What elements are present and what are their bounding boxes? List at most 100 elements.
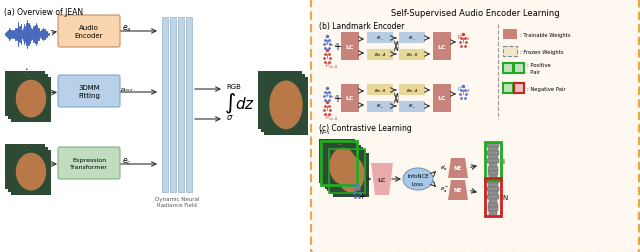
Text: $p^{f_A}_{lm,A}$: $p^{f_A}_{lm,A}$ <box>325 37 338 47</box>
Bar <box>327 147 363 191</box>
Text: 3DMM
Fitting: 3DMM Fitting <box>78 85 100 99</box>
Text: +: + <box>333 42 341 52</box>
Text: $e_{f_B}$: $e_{f_B}$ <box>376 102 384 111</box>
Bar <box>330 150 366 194</box>
Bar <box>264 78 308 136</box>
Bar <box>322 142 358 186</box>
Bar <box>488 203 499 207</box>
Bar <box>341 33 359 61</box>
Text: LC: LC <box>438 44 446 49</box>
Text: NE: NE <box>454 188 462 193</box>
Text: $p^{f_A}_{lm,B}$: $p^{f_A}_{lm,B}$ <box>325 59 339 69</box>
Text: $p^{f_A}_{lm,B}$: $p^{f_A}_{lm,B}$ <box>457 31 470 41</box>
Bar <box>162 18 168 192</box>
FancyBboxPatch shape <box>58 76 120 108</box>
Text: $e^i_a$: $e^i_a$ <box>440 162 447 173</box>
Bar <box>485 178 501 216</box>
Text: $e^-_a$: $e^-_a$ <box>440 184 449 194</box>
Text: $e_{m,B}$: $e_{m,B}$ <box>406 51 418 58</box>
Bar <box>325 145 361 189</box>
Bar <box>261 75 305 133</box>
Text: N: N <box>502 194 508 200</box>
Bar <box>367 33 393 44</box>
Bar <box>170 18 176 192</box>
Bar <box>5 72 45 116</box>
Bar <box>488 147 498 151</box>
Bar <box>489 163 497 167</box>
Text: LC: LC <box>346 96 355 101</box>
Text: (c) Contrastive Learning: (c) Contrastive Learning <box>319 123 412 133</box>
Text: I: I <box>502 158 504 164</box>
Ellipse shape <box>323 142 351 179</box>
Bar <box>489 199 497 203</box>
Bar <box>488 167 499 171</box>
Text: $e_{m,B}$: $e_{m,B}$ <box>374 87 386 94</box>
Ellipse shape <box>269 81 303 130</box>
Bar <box>485 142 501 180</box>
Bar <box>367 85 393 96</box>
Bar <box>488 183 498 187</box>
Bar <box>489 175 497 179</box>
Ellipse shape <box>16 80 46 118</box>
Bar <box>178 18 184 192</box>
Text: $e_{f_A}$: $e_{f_A}$ <box>376 35 384 43</box>
Text: Self-Supervised Audio Encoder Learning: Self-Supervised Audio Encoder Learning <box>390 9 559 18</box>
Bar <box>8 147 48 192</box>
Bar <box>514 84 524 94</box>
Polygon shape <box>371 163 393 195</box>
Ellipse shape <box>13 150 44 188</box>
FancyBboxPatch shape <box>58 147 120 179</box>
Bar <box>486 143 499 147</box>
Bar <box>319 139 355 183</box>
Bar <box>329 149 365 193</box>
Ellipse shape <box>10 147 40 185</box>
Bar <box>433 85 451 113</box>
Text: $\lambda$: $\lambda$ <box>349 180 355 188</box>
Bar <box>399 85 425 96</box>
Bar <box>503 47 517 57</box>
Bar <box>488 171 497 175</box>
Bar <box>488 195 499 199</box>
Ellipse shape <box>334 153 362 190</box>
Text: : Trainable Weights: : Trainable Weights <box>520 32 571 37</box>
Bar <box>367 102 393 113</box>
Text: : Negative Pair: : Negative Pair <box>527 86 566 91</box>
Bar <box>341 85 359 113</box>
Text: $e_a$: $e_a$ <box>122 24 132 34</box>
Text: $e_c$: $e_c$ <box>122 156 132 167</box>
Text: LC: LC <box>378 177 387 182</box>
Ellipse shape <box>16 153 46 191</box>
Bar <box>11 78 51 122</box>
FancyBboxPatch shape <box>311 0 639 252</box>
Ellipse shape <box>332 150 358 187</box>
Text: $p^{f_B}_{lm,B}$: $p^{f_B}_{lm,B}$ <box>325 111 339 121</box>
Bar <box>258 72 302 130</box>
Bar <box>11 150 51 195</box>
Ellipse shape <box>263 75 297 124</box>
Bar <box>486 179 499 183</box>
Text: InfoNCE: InfoNCE <box>407 174 429 179</box>
Text: LC: LC <box>346 44 355 49</box>
Polygon shape <box>448 180 468 200</box>
Ellipse shape <box>403 168 433 190</box>
Text: $\cdot$: $\cdot$ <box>24 63 28 73</box>
Text: $e_{m,A}$: $e_{m,A}$ <box>406 87 418 94</box>
Text: $e_{m,A}$: $e_{m,A}$ <box>374 51 386 58</box>
Bar <box>186 18 192 192</box>
Text: (a) Overview of JEAN: (a) Overview of JEAN <box>4 8 83 17</box>
Text: NE: NE <box>454 166 462 171</box>
Bar <box>433 33 451 61</box>
Ellipse shape <box>266 78 300 127</box>
Polygon shape <box>448 158 468 178</box>
Text: $N_{-1}$: $N_{-1}$ <box>319 128 330 137</box>
Bar <box>399 33 425 44</box>
Text: RGB: RGB <box>226 84 241 90</box>
Bar <box>488 191 497 195</box>
Bar <box>503 30 517 40</box>
Text: Loss: Loss <box>412 181 424 186</box>
Bar <box>8 75 48 119</box>
Bar <box>487 187 499 191</box>
Bar <box>399 50 425 61</box>
Ellipse shape <box>10 74 40 112</box>
Bar <box>488 207 497 211</box>
